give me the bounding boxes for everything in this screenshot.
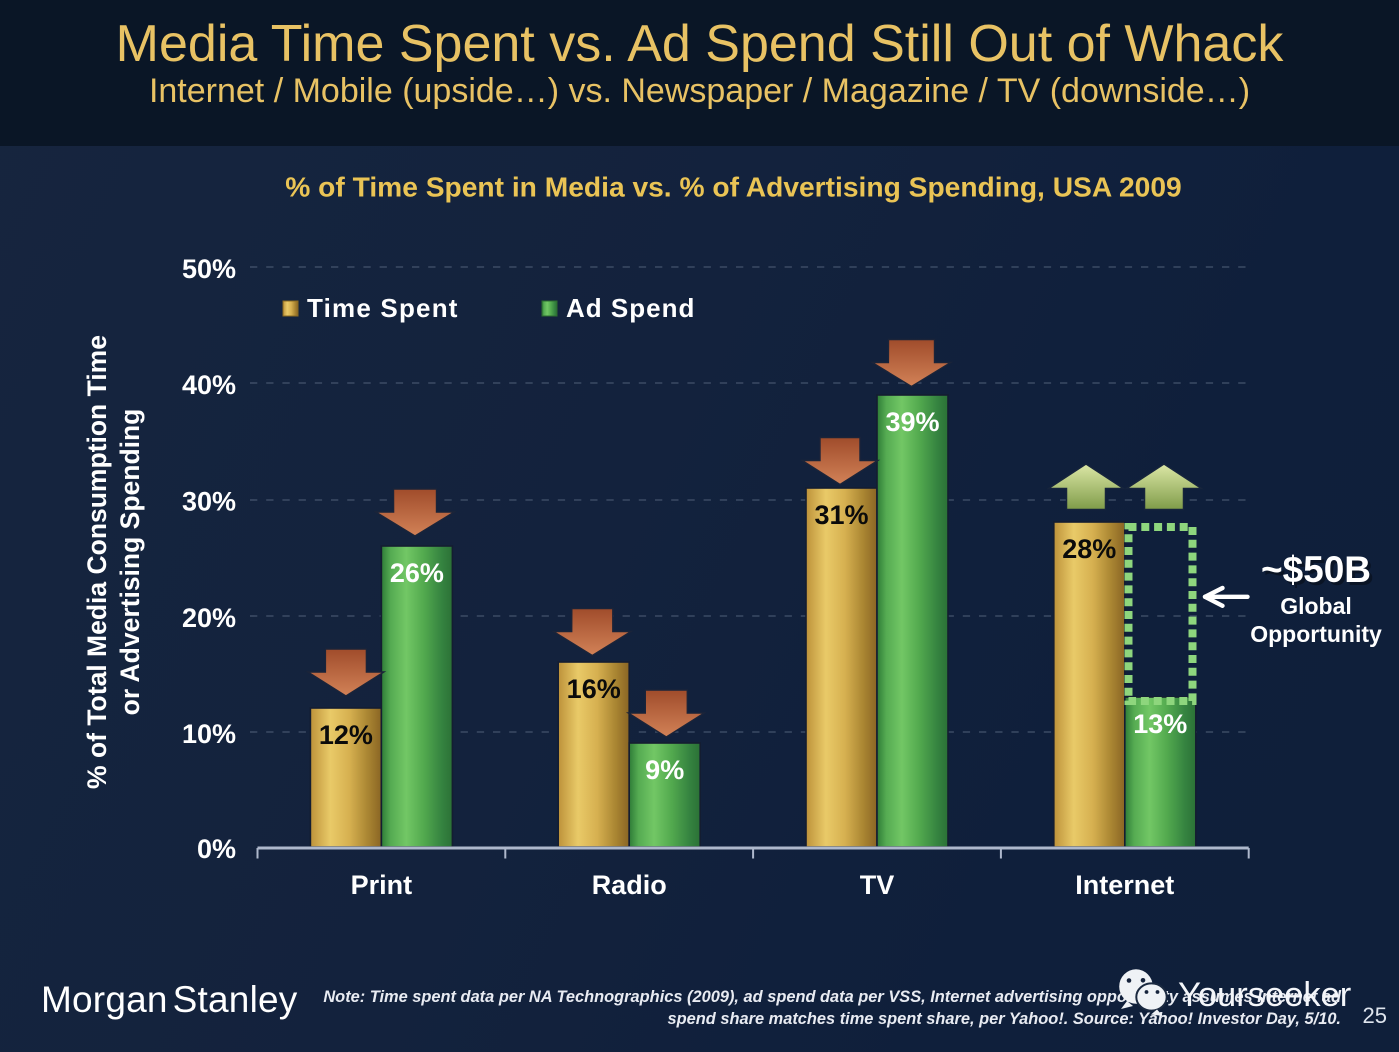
svg-text:13%: 13% xyxy=(1133,709,1187,739)
svg-text:16%: 16% xyxy=(567,674,621,704)
svg-text:12%: 12% xyxy=(319,720,373,750)
svg-text:40%: 40% xyxy=(182,370,236,400)
svg-text:28%: 28% xyxy=(1062,534,1116,564)
svg-text:31%: 31% xyxy=(814,500,868,530)
svg-text:Time Spent: Time Spent xyxy=(307,293,459,323)
svg-text:spend share matches time spent: spend share matches time spent share, pe… xyxy=(668,1010,1341,1028)
svg-text:Opportunity: Opportunity xyxy=(1250,621,1382,647)
svg-text:~$50B: ~$50B xyxy=(1261,549,1371,590)
svg-text:Radio: Radio xyxy=(592,870,667,900)
svg-text:30%: 30% xyxy=(182,487,236,517)
svg-text:Note: Time spent data per NA T: Note: Time spent data per NA Technograph… xyxy=(323,988,1342,1006)
svg-text:Print: Print xyxy=(351,870,413,900)
svg-text:0%: 0% xyxy=(197,834,236,864)
svg-text:Yourseeker: Yourseeker xyxy=(1178,976,1351,1014)
svg-text:% of Total Media Consumption T: % of Total Media Consumption Time or Adve… xyxy=(82,335,145,789)
svg-text:% of Time Spent in Media vs. %: % of Time Spent in Media vs. % of Advert… xyxy=(285,171,1181,203)
svg-text:39%: 39% xyxy=(885,407,939,437)
svg-text:26%: 26% xyxy=(390,558,444,588)
svg-text:Internet: Internet xyxy=(1075,870,1174,900)
svg-text:10%: 10% xyxy=(182,719,236,749)
svg-text:50%: 50% xyxy=(182,254,236,284)
svg-text:Ad Spend: Ad Spend xyxy=(566,293,695,323)
svg-text:9%: 9% xyxy=(645,755,684,785)
svg-text:Global: Global xyxy=(1280,593,1352,619)
svg-text:TV: TV xyxy=(860,870,895,900)
svg-text:~$50B: ~$50B xyxy=(1264,552,1374,593)
svg-text:20%: 20% xyxy=(182,603,236,633)
svg-text:25: 25 xyxy=(1363,1003,1387,1028)
